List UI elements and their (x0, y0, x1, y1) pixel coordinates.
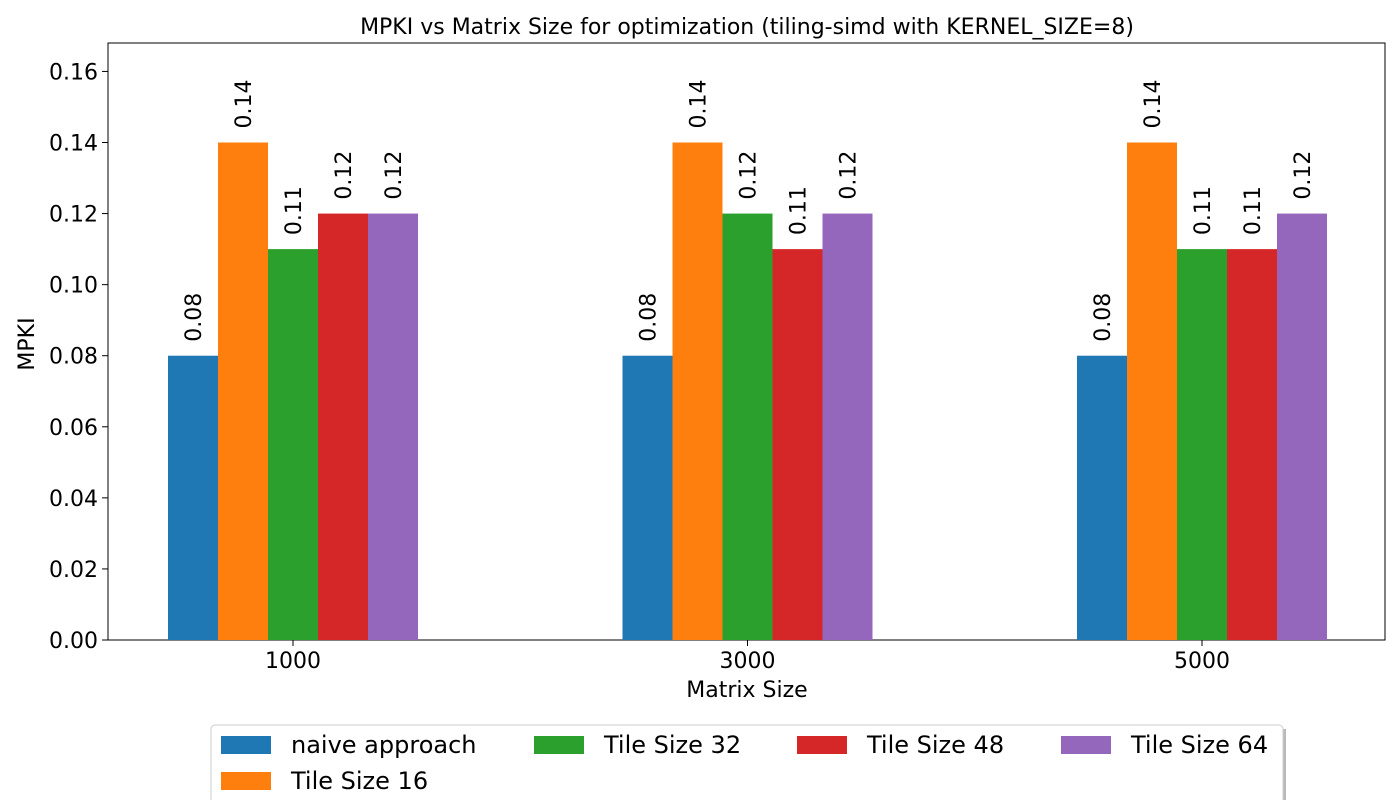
bar-value-label: 0.08 (637, 293, 662, 342)
bar (368, 213, 418, 641)
y-tick-label: 0.06 (49, 416, 98, 441)
legend-label: Tile Size 16 (290, 767, 428, 795)
plot-area: 0.00 0.02 0.04 0.06 0.08 0.10 0.12 0.14 0.16 1000… (49, 42, 1386, 674)
bar (1227, 249, 1277, 640)
legend: naive approach Tile Size 16 Tile Size 32 Ti… (210, 724, 1286, 800)
legend-swatch (534, 736, 584, 754)
x-tick-label: 3000 (720, 649, 776, 674)
bar (168, 355, 218, 640)
bar-value-label: 0.14 (1141, 80, 1166, 129)
bar (672, 142, 723, 640)
legend-label: naive approach (291, 731, 477, 759)
bar (318, 213, 368, 641)
bar (1077, 355, 1127, 640)
y-tick-label: 0.08 (49, 345, 98, 370)
bar (722, 213, 773, 641)
x-tick-label: 1000 (265, 649, 321, 674)
bar-value-label: 0.11 (282, 186, 307, 235)
legend-swatch (1061, 736, 1111, 754)
bar-value-label: 0.11 (1191, 186, 1216, 235)
y-tick-label: 0.14 (49, 132, 98, 157)
chart-title: MPKI vs Matrix Size for optimization (ti… (360, 15, 1134, 40)
y-axis-label: MPKI (15, 317, 40, 370)
legend-label: Tile Size 48 (866, 731, 1004, 759)
bar-value-label: 0.11 (1241, 186, 1266, 235)
bar (268, 249, 318, 640)
bar-value-label: 0.14 (232, 80, 257, 129)
legend-label: Tile Size 64 (1130, 731, 1268, 759)
bar (772, 249, 823, 640)
x-tick-label: 5000 (1174, 649, 1230, 674)
y-tick-label: 0.02 (49, 558, 98, 583)
bar-value-label: 0.08 (1091, 293, 1116, 342)
bar-value-label: 0.12 (382, 151, 407, 200)
y-tick-label: 0.10 (49, 274, 98, 299)
bar-value-label: 0.14 (687, 80, 712, 129)
bar (822, 213, 873, 641)
y-tick-label: 0.00 (49, 629, 98, 654)
bar (1127, 142, 1177, 640)
legend-swatch (221, 772, 271, 790)
legend-swatch (797, 736, 847, 754)
y-tick-label: 0.04 (49, 487, 98, 512)
bar-value-label: 0.12 (737, 151, 762, 200)
bar-value-label: 0.12 (332, 151, 357, 200)
x-axis-label: Matrix Size (686, 678, 807, 703)
bar-value-label: 0.12 (1291, 151, 1316, 200)
y-tick-label: 0.12 (49, 203, 98, 228)
legend-swatch (221, 736, 271, 754)
legend-label: Tile Size 32 (603, 731, 741, 759)
bar (218, 142, 268, 640)
y-tick-label: 0.16 (49, 60, 98, 85)
legend-box (210, 724, 1284, 800)
bar (1177, 249, 1227, 640)
bar-value-label: 0.08 (182, 293, 207, 342)
bar (1277, 213, 1327, 641)
bar-value-label: 0.12 (837, 151, 862, 200)
bar (622, 355, 673, 640)
bar-value-label: 0.11 (787, 186, 812, 235)
